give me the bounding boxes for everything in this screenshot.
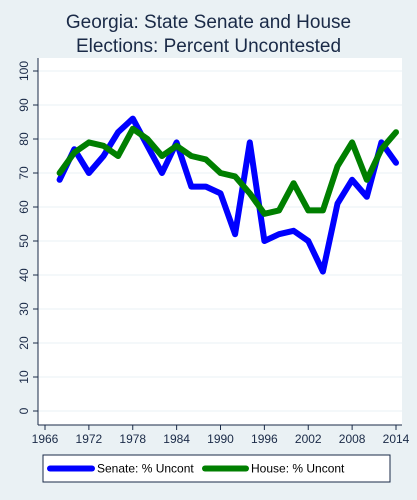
data-series: [56, 115, 399, 275]
legend: Senate: % Uncont House: % Uncont: [42, 454, 391, 483]
chart-title-line-1: Georgia: State Senate and House: [66, 12, 351, 33]
y-tick-label-10: 10: [17, 370, 31, 384]
y-tick-label-90: 90: [17, 98, 31, 112]
x-tick-label-2002: 2002: [295, 432, 322, 446]
x-tick-label-2008: 2008: [339, 432, 366, 446]
axes: 0 10 20 30 40 50 60 70 80 90 100 1966 1972 1978 1984 19…: [17, 58, 410, 446]
y-tick-label-30: 30: [17, 302, 31, 316]
x-tick-label-1996: 1996: [251, 432, 278, 446]
y-tick-label-40: 40: [17, 268, 31, 282]
series-line-senate: [56, 115, 399, 275]
y-tick-label-100: 100: [17, 61, 31, 81]
y-tick-label-0: 0: [17, 407, 31, 414]
x-tick-label-1966: 1966: [32, 432, 59, 446]
legend-label-house: House: % Uncont: [251, 462, 345, 476]
x-tick-label-1972: 1972: [76, 432, 103, 446]
x-tick-label-1978: 1978: [119, 432, 146, 446]
x-tick-label-2014: 2014: [383, 432, 410, 446]
series-line-house: [56, 125, 399, 217]
x-tick-label-1984: 1984: [163, 432, 190, 446]
chart-title: Georgia: State Senate and House Election…: [66, 12, 351, 57]
grid-lines: [38, 70, 402, 412]
chart-title-line-2: Elections: Percent Uncontested: [76, 36, 341, 57]
y-tick-label-70: 70: [17, 166, 31, 180]
legend-label-senate: Senate: % Uncont: [97, 462, 194, 476]
x-tick-label-1990: 1990: [207, 432, 234, 446]
y-tick-label-50: 50: [17, 234, 31, 248]
y-tick-label-60: 60: [17, 200, 31, 214]
y-tick-label-20: 20: [17, 336, 31, 350]
y-tick-label-80: 80: [17, 132, 31, 146]
